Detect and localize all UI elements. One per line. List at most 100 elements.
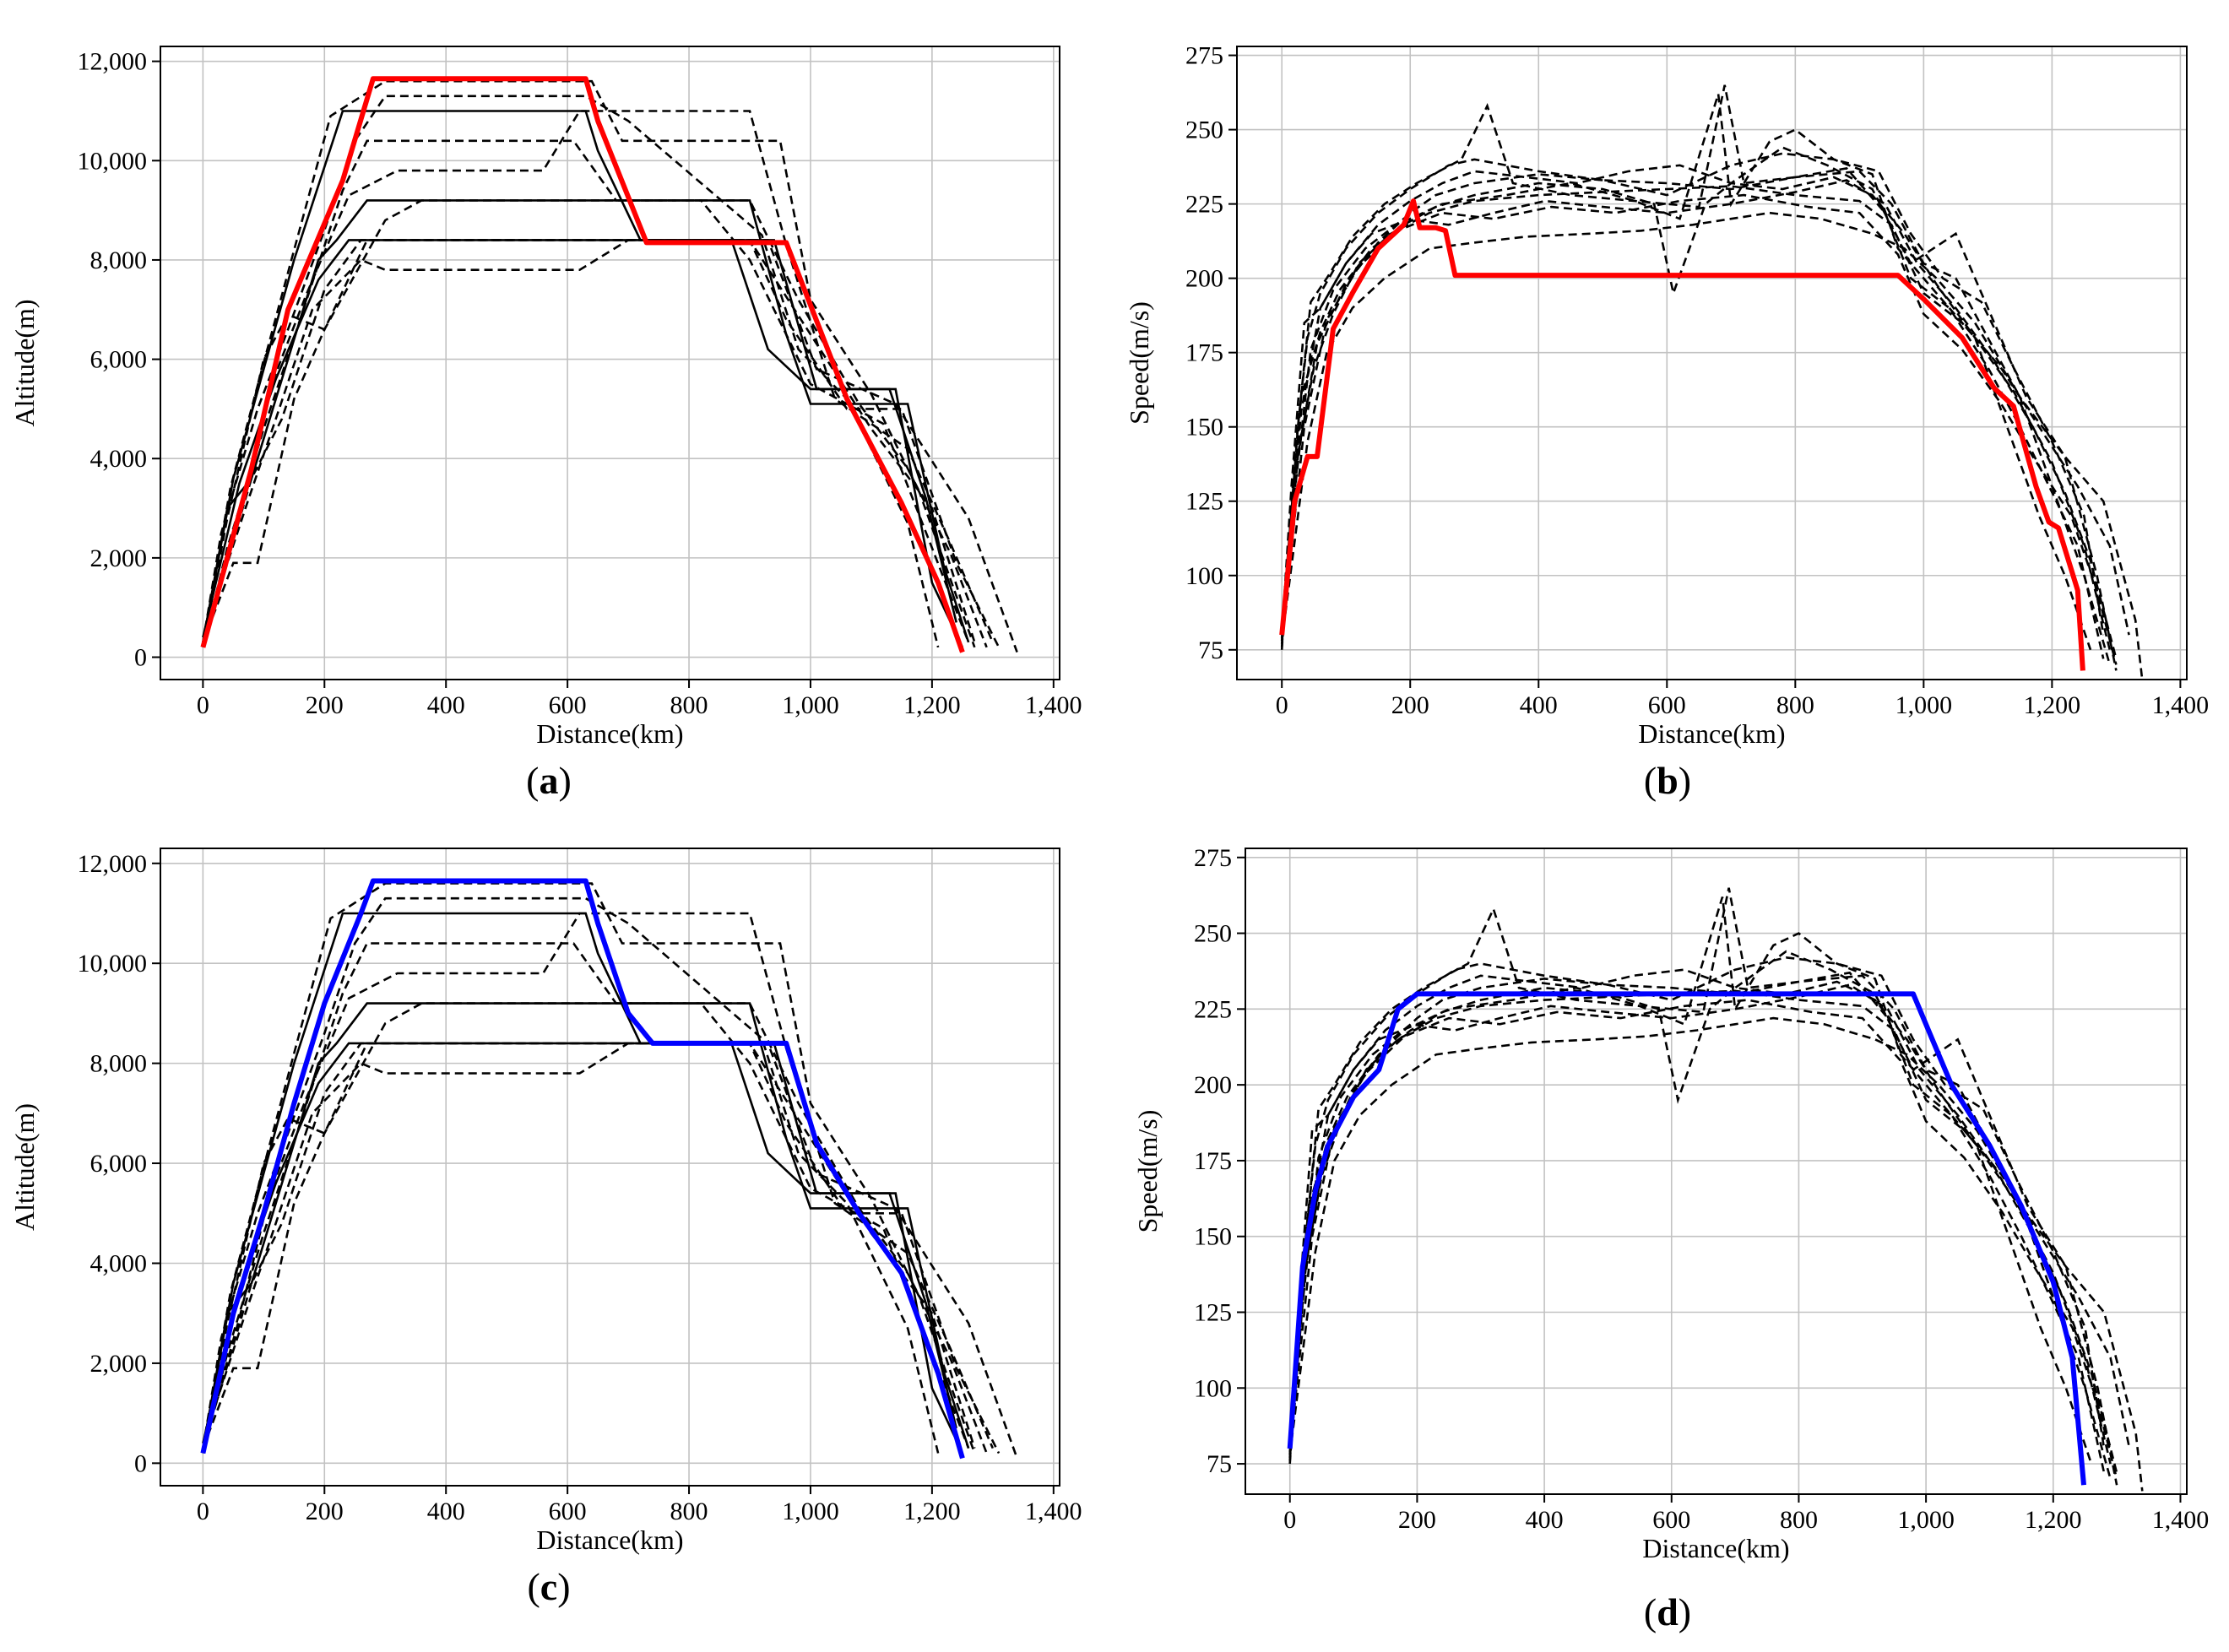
panel-label: (c) (527, 1565, 570, 1608)
x-tick-label: 0 (197, 691, 209, 719)
y-axis-label: Altitude(m) (9, 1103, 40, 1231)
panel-label: (b) (1644, 759, 1691, 802)
panel-a: 0 200 400 600 800 1,000 1,200 1,400 0 2,000 4,000 6… (9, 46, 1082, 802)
y-tick-label: 8,000 (90, 1050, 148, 1078)
panel-d: 0 200 400 600 800 1,000 1,200 1,400 75 100 125 150 1… (1132, 844, 2209, 1633)
sample-trajectory-line (202, 1042, 1001, 1454)
y-tick-label: 2,000 (90, 1350, 148, 1378)
sample-trajectory-line (1288, 962, 2112, 1480)
x-tick-label: 200 (306, 691, 344, 719)
y-tick-label: 175 (1194, 1147, 1232, 1175)
panel-label: (a) (526, 759, 572, 802)
sample-trajectory-line (202, 239, 1001, 648)
sample-trajectory-line (202, 199, 988, 648)
x-tick-label: 1,400 (2152, 691, 2210, 719)
x-tick-label: 200 (1398, 1506, 1436, 1534)
y-tick-label: 225 (1194, 995, 1232, 1023)
x-tick-label: 1,200 (903, 1498, 961, 1525)
x-tick-label: 400 (427, 691, 465, 719)
y-tick-label: 12,000 (78, 48, 148, 76)
x-tick-label: 200 (306, 1498, 344, 1525)
y-tick-label: 200 (1185, 265, 1223, 293)
x-tick-label: 1,400 (1025, 691, 1082, 719)
sample-trajectory-line (202, 110, 994, 643)
x-tick-label: 200 (1391, 691, 1429, 719)
x-tick-label: 1,200 (2025, 1506, 2082, 1534)
sample-trajectory-line (1280, 158, 2112, 665)
x-tick-label: 800 (670, 1498, 708, 1525)
sample-trajectory-line (1280, 84, 2105, 659)
panel-letter: d (1657, 1590, 1679, 1633)
y-tick-label: 6,000 (90, 1150, 148, 1178)
x-tick-label: 600 (1648, 691, 1686, 719)
y-tick-label: 225 (1185, 191, 1223, 219)
x-tick-label: 1,400 (2152, 1506, 2210, 1534)
x-tick-label: 1,000 (1895, 691, 1953, 719)
x-axis-label: Distance(km) (536, 718, 683, 749)
y-tick-label: 100 (1194, 1374, 1232, 1402)
x-tick-label: 400 (1526, 1506, 1564, 1534)
sample-trajectory-line (202, 1042, 1018, 1459)
x-tick-label: 1,400 (1025, 1498, 1082, 1525)
optimized-trajectory-line (200, 878, 965, 1460)
y-tick-label: 0 (134, 644, 147, 672)
y-tick-label: 6,000 (90, 346, 148, 374)
sample-trajectory-line (202, 942, 970, 1454)
y-tick-label: 8,000 (90, 246, 148, 274)
y-tick-label: 12,000 (78, 850, 148, 878)
panel-b: 0 200 400 600 800 1,000 1,200 1,400 75 100 125 150 1… (1124, 42, 2209, 802)
x-axis-label: Distance(km) (536, 1525, 683, 1555)
y-tick-label: 10,000 (78, 147, 148, 175)
panel-c: 0 200 400 600 800 1,000 1,200 1,400 0 2,000 4,000 6… (9, 848, 1082, 1608)
y-tick-label: 125 (1185, 488, 1223, 516)
sample-trajectory-line (1288, 887, 2106, 1474)
sample-trajectory-line (202, 912, 994, 1449)
sample-trajectory-line (1288, 896, 2093, 1465)
sample-trajectory-line (202, 896, 940, 1454)
x-tick-label: 800 (1776, 691, 1814, 719)
y-tick-label: 75 (1198, 636, 1223, 664)
x-tick-label: 1,200 (2024, 691, 2081, 719)
sample-trajectory-line (1280, 179, 2118, 659)
y-tick-label: 2,000 (90, 544, 148, 572)
sample-trajectory-line (1280, 193, 2118, 665)
y-tick-label: 100 (1185, 562, 1223, 590)
plot-frame (1245, 848, 2188, 1495)
x-axis-label: Distance(km) (1638, 718, 1785, 749)
panel-letter: b (1657, 759, 1679, 802)
sample-trajectory-line (202, 95, 940, 648)
y-tick-label: 250 (1194, 920, 1232, 948)
sample-trajectory-line (1288, 950, 2118, 1486)
y-tick-label: 125 (1194, 1299, 1232, 1327)
y-axis-label: Altitude(m) (9, 299, 40, 426)
panel-letter: a (540, 759, 559, 802)
sample-trajectory-line (202, 239, 976, 643)
sample-trajectory-line (1288, 989, 2131, 1449)
sample-trajectory-line (1280, 211, 2144, 677)
y-tick-label: 200 (1194, 1071, 1232, 1099)
sample-trajectory-line (1288, 956, 2106, 1449)
panel-label: (d) (1644, 1590, 1691, 1633)
y-tick-label: 250 (1185, 116, 1223, 144)
y-axis-label: Speed(m/s) (1124, 301, 1154, 425)
x-tick-label: 600 (549, 1498, 587, 1525)
x-tick-label: 800 (670, 691, 708, 719)
plot-frame (160, 848, 1060, 1487)
x-tick-label: 0 (1276, 691, 1288, 719)
y-tick-label: 10,000 (78, 950, 148, 978)
y-tick-label: 75 (1207, 1450, 1232, 1478)
y-tick-label: 275 (1185, 42, 1223, 70)
sample-trajectory-line (1288, 1016, 2144, 1492)
x-tick-label: 400 (1520, 691, 1558, 719)
optimized-trajectory-line (1279, 198, 2085, 671)
sample-trajectory-line (202, 110, 964, 648)
x-tick-label: 1,000 (782, 691, 839, 719)
sample-trajectory-line (1280, 93, 2092, 651)
x-tick-label: 400 (427, 1498, 465, 1525)
x-tick-label: 600 (549, 691, 587, 719)
optimized-trajectory-line (200, 76, 965, 653)
sample-trajectory-line (1280, 152, 2105, 636)
sample-trajectory-line (1280, 164, 2112, 651)
x-tick-label: 1,000 (782, 1498, 839, 1525)
y-tick-label: 150 (1194, 1223, 1232, 1251)
